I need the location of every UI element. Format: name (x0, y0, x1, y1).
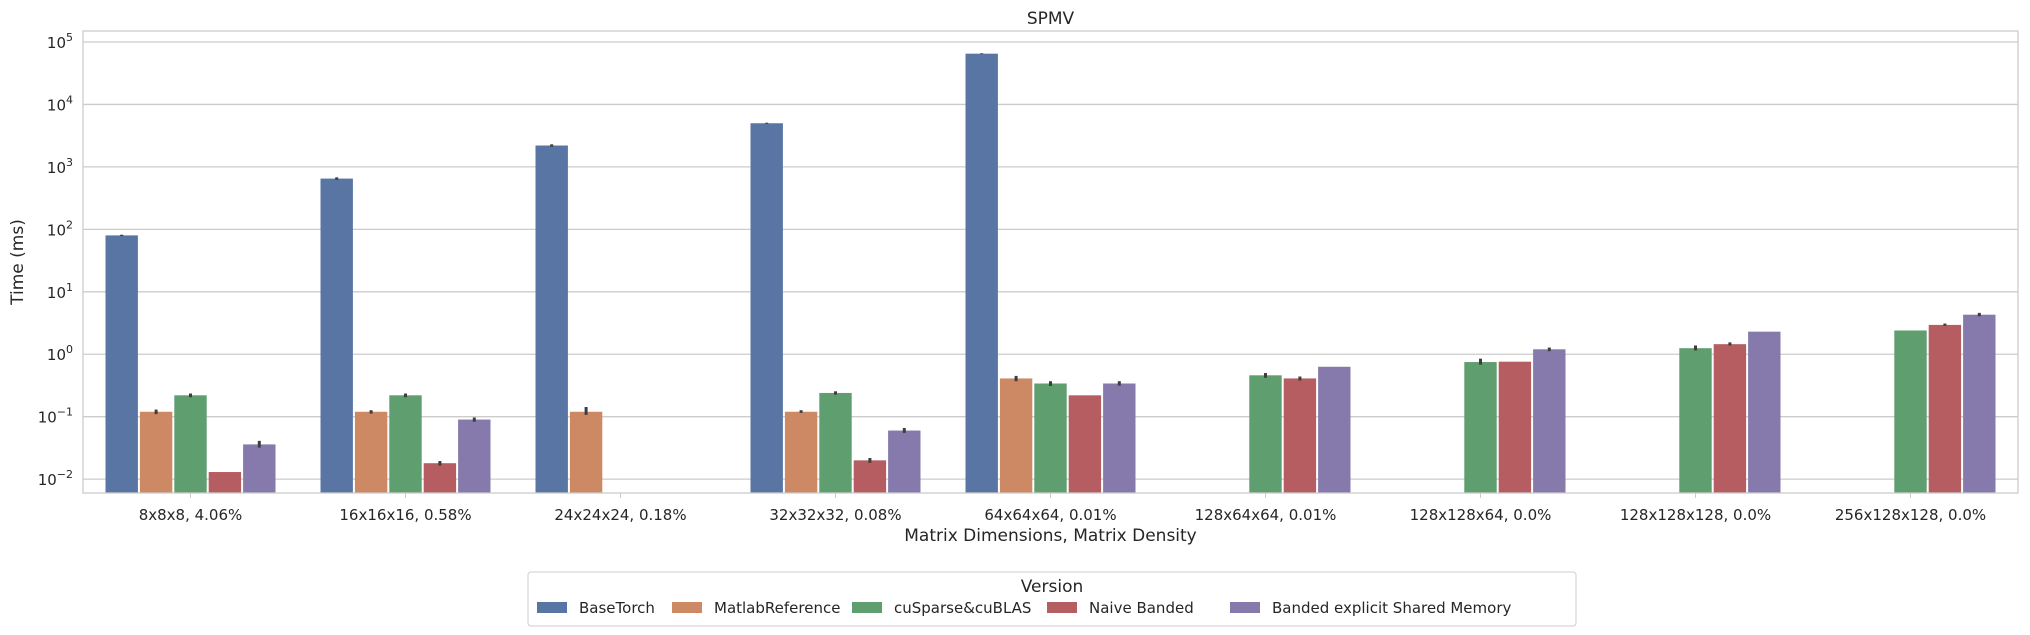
legend-swatch (852, 602, 882, 613)
y-tick-label: 100 (47, 343, 73, 364)
x-tick-label: 128x64x64, 0.01% (1195, 506, 1337, 524)
bar (1498, 361, 1532, 493)
legend: Version BaseTorch MatlabReference cuSparse… (527, 571, 1577, 627)
x-axis-title: Matrix Dimensions, Matrix Density (904, 526, 1197, 546)
bar (208, 472, 242, 493)
bar (1068, 395, 1102, 493)
bar (784, 411, 818, 493)
x-tick-label: 64x64x64, 0.01% (984, 506, 1116, 524)
bar (354, 411, 388, 493)
legend-label: Naive Banded (1089, 599, 1194, 617)
bar (1103, 383, 1136, 493)
y-tick-exponent: 4 (66, 93, 73, 106)
y-tick-label: 104 (47, 93, 73, 114)
y-tick-exponent: −2 (57, 468, 73, 481)
y-tick-label: 102 (47, 218, 73, 239)
legend-swatch (1047, 602, 1077, 613)
y-tick-base: 10 (38, 471, 57, 489)
x-tick-label: 16x16x16, 0.58% (339, 506, 471, 524)
bar (1894, 330, 1927, 493)
bar (1679, 348, 1712, 493)
y-tick-label: 10−2 (38, 468, 73, 489)
y-tick-label: 10−1 (38, 406, 73, 427)
y-tick-exponent: 3 (66, 156, 73, 169)
y-tick-base: 10 (47, 284, 66, 302)
y-axis-title: Time (ms) (8, 219, 28, 306)
bar (999, 378, 1033, 493)
legend-swatch (672, 602, 702, 613)
legend-label: BaseTorch (579, 599, 655, 617)
y-tick-base: 10 (47, 159, 66, 177)
bar (105, 235, 138, 494)
bar (750, 123, 783, 494)
y-tick-base: 10 (47, 34, 66, 52)
bar (1713, 344, 1747, 493)
legend-swatch (537, 602, 567, 613)
bar (174, 395, 207, 493)
bar (888, 430, 921, 493)
x-tick-label: 128x128x128, 0.0% (1620, 506, 1771, 524)
chart-title: SPMV (1027, 9, 1075, 29)
bars-layer (105, 53, 1996, 494)
y-tick-base: 10 (47, 221, 66, 239)
bar (819, 392, 852, 493)
bar (458, 419, 491, 493)
bar (320, 178, 353, 494)
x-tick-label: 24x24x24, 0.18% (554, 506, 686, 524)
bar (1283, 378, 1317, 493)
bar (389, 395, 422, 493)
y-tick-label: 103 (47, 156, 73, 177)
legend-label: cuSparse&cuBLAS (894, 599, 1031, 617)
bar (853, 460, 887, 493)
bar (569, 411, 603, 493)
x-tick-label: 32x32x32, 0.08% (769, 506, 901, 524)
bar (423, 463, 457, 493)
y-tick-exponent: 0 (66, 343, 73, 356)
bar (965, 53, 998, 494)
bar (1533, 349, 1566, 493)
x-axis-ticks: 8x8x8, 4.06% 16x16x16, 0.58% 24x24x24, 0.1… (139, 493, 1986, 524)
bar (1034, 383, 1067, 493)
bar (1748, 331, 1781, 493)
legend-title: Version (1021, 577, 1084, 597)
error-bars-layer (120, 53, 1981, 466)
bar (139, 411, 173, 493)
legend-box (527, 571, 1577, 627)
y-tick-label: 101 (47, 281, 73, 302)
y-tick-exponent: 1 (66, 281, 73, 294)
bar (1318, 366, 1351, 493)
bar (243, 444, 276, 493)
x-tick-label: 8x8x8, 4.06% (139, 506, 243, 524)
y-tick-exponent: −1 (57, 406, 73, 419)
y-tick-base: 10 (47, 96, 66, 114)
legend-items: BaseTorch MatlabReference cuSparse&cuBLAS N… (537, 599, 1511, 617)
legend-label: MatlabReference (714, 599, 840, 617)
y-tick-label: 105 (47, 31, 73, 52)
legend-label: Banded explicit Shared Memory (1272, 599, 1511, 617)
bar (1249, 375, 1282, 493)
bar (1928, 324, 1962, 493)
bar (1464, 362, 1497, 493)
bar (1963, 314, 1996, 493)
y-tick-exponent: 5 (66, 31, 73, 44)
x-tick-label: 128x128x64, 0.0% (1410, 506, 1552, 524)
x-tick-label: 256x128x128, 0.0% (1835, 506, 1986, 524)
y-tick-base: 10 (47, 346, 66, 364)
bar (535, 145, 568, 493)
y-tick-base: 10 (38, 409, 57, 427)
y-tick-exponent: 2 (66, 218, 73, 231)
legend-swatch (1230, 602, 1260, 613)
